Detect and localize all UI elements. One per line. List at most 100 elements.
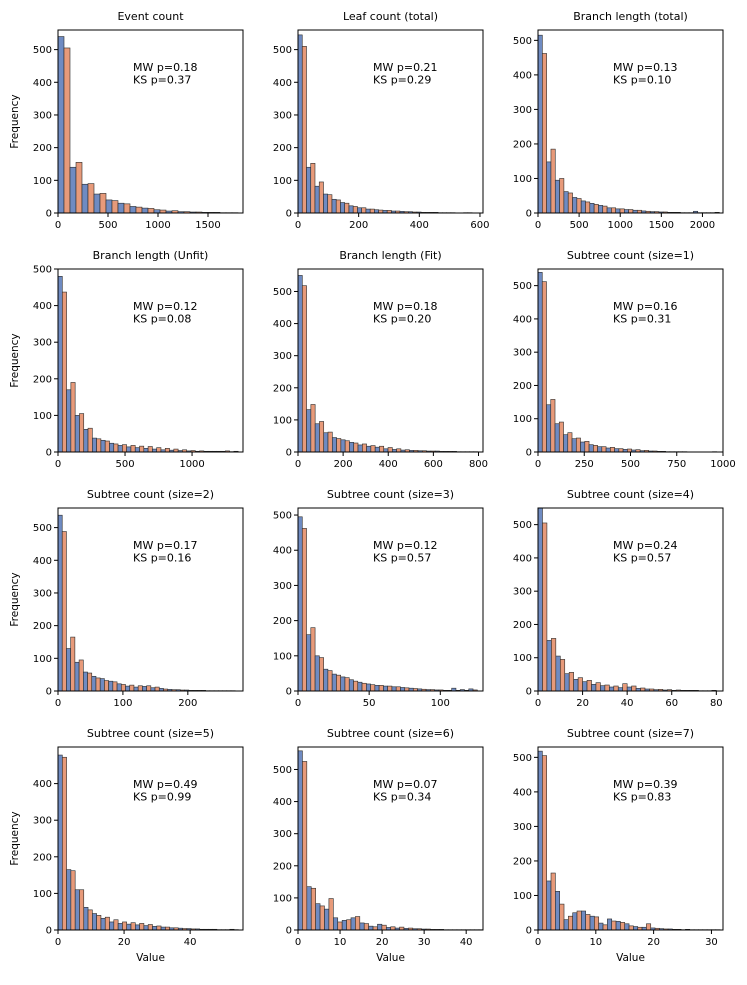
y-tick-label: 0: [286, 209, 292, 220]
bar-A-9: [135, 925, 139, 930]
y-tick-label: 200: [513, 620, 532, 631]
x-tick-label: 600: [424, 459, 443, 470]
bar-B-0: [302, 528, 306, 691]
bar-A-5: [342, 920, 346, 930]
bar-A-4: [573, 197, 577, 213]
bar-B-2: [319, 422, 323, 453]
y-tick-label: 300: [273, 351, 292, 362]
x-tick-label: 0: [295, 220, 301, 231]
y-tick-label: 500: [273, 765, 292, 776]
bar-A-0: [58, 515, 62, 691]
stat-annotation: KS p=0.16: [133, 552, 191, 565]
bar-A-0: [298, 275, 302, 452]
y-tick-label: 500: [33, 45, 52, 56]
y-tick-label: 0: [46, 687, 52, 698]
bar-A-0: [58, 37, 64, 213]
bar-B-8: [131, 923, 135, 930]
bar-A-8: [609, 687, 613, 691]
bar-B-7: [121, 684, 125, 691]
bar-A-2: [315, 656, 319, 691]
bar-B-10: [388, 686, 392, 691]
subplot-title: Subtree count (size=2): [87, 488, 214, 501]
bar-A-5: [581, 201, 585, 213]
bar-A-6: [109, 443, 113, 452]
bar-B-8: [130, 685, 134, 691]
y-tick-label: 500: [513, 520, 532, 531]
bar-B-4: [336, 675, 340, 691]
bar-B-5: [105, 441, 109, 452]
bar-A-6: [351, 918, 355, 930]
stat-annotation: MW p=0.16: [613, 300, 678, 313]
y-tick-label: 500: [273, 45, 292, 56]
subplot-title: Subtree count (size=1): [567, 249, 694, 262]
bar-A-0: [58, 755, 62, 930]
bar-B-12: [165, 448, 169, 452]
bar-A-5: [583, 682, 587, 691]
bar-B-9: [379, 446, 383, 452]
bar-A-4: [333, 918, 337, 930]
x-axis-label: Value: [376, 952, 405, 964]
bar-B-7: [602, 447, 606, 452]
x-tick-label: 0: [535, 459, 541, 470]
x-tick-label: 800: [469, 459, 488, 470]
stat-annotation: KS p=0.57: [613, 552, 671, 565]
bar-A-4: [332, 438, 336, 452]
bar-B-9: [140, 923, 144, 930]
y-tick-label: 100: [33, 654, 52, 665]
axes-frame: [538, 30, 723, 213]
bar-A-2: [75, 662, 79, 691]
bar-A-7: [600, 686, 604, 691]
bar-B-3: [568, 193, 572, 213]
bar-B-6: [596, 683, 600, 691]
stat-annotation: MW p=0.12: [133, 300, 198, 313]
stat-annotation: KS p=0.83: [613, 791, 671, 804]
stat-annotation: KS p=0.34: [373, 791, 431, 804]
bar-B-4: [578, 678, 582, 691]
bar-B-3: [568, 433, 572, 452]
x-tick-label: 30: [418, 937, 431, 948]
x-tick-label: 400: [410, 220, 429, 231]
bar-A-6: [590, 916, 594, 930]
x-tick-label: 250: [575, 459, 594, 470]
bar-A-3: [324, 433, 328, 452]
bar-B-8: [370, 209, 374, 213]
x-tick-label: 1500: [195, 220, 220, 231]
axes-frame: [58, 269, 243, 452]
subplot-title: Subtree count (size=6): [327, 727, 454, 740]
bar-A-1: [306, 167, 310, 213]
bar-B-3: [329, 899, 333, 930]
y-tick-label: 200: [513, 381, 532, 392]
x-tick-label: 0: [295, 459, 301, 470]
x-tick-label: 40: [184, 937, 197, 948]
bar-A-9: [135, 448, 139, 452]
bar-A-6: [590, 203, 594, 213]
y-tick-label: 100: [273, 176, 292, 187]
y-tick-label: 0: [526, 687, 532, 698]
x-tick-label: 40: [621, 698, 634, 709]
bar-B-1: [551, 149, 555, 213]
bar-B-8: [131, 445, 135, 452]
bar-A-0: [58, 276, 62, 452]
bar-A-3: [564, 435, 568, 452]
bar-A-2: [555, 891, 559, 930]
bar-A-2: [556, 656, 560, 691]
y-tick-label: 100: [33, 176, 52, 187]
y-tick-label: 200: [273, 616, 292, 627]
x-tick-label: 100: [113, 698, 132, 709]
x-tick-label: 0: [55, 937, 61, 948]
bar-B-5: [585, 202, 589, 213]
bar-A-2: [75, 415, 79, 452]
bar-B-1: [551, 638, 555, 691]
y-tick-label: 100: [513, 653, 532, 664]
bar-A-6: [110, 922, 114, 930]
bar-A-5: [118, 203, 124, 213]
bar-B-1: [311, 404, 315, 452]
bar-B-5: [585, 441, 589, 452]
bar-B-6: [353, 206, 357, 213]
bar-B-0: [302, 46, 306, 213]
y-tick-label: 100: [273, 893, 292, 904]
y-tick-label: 300: [33, 338, 52, 349]
